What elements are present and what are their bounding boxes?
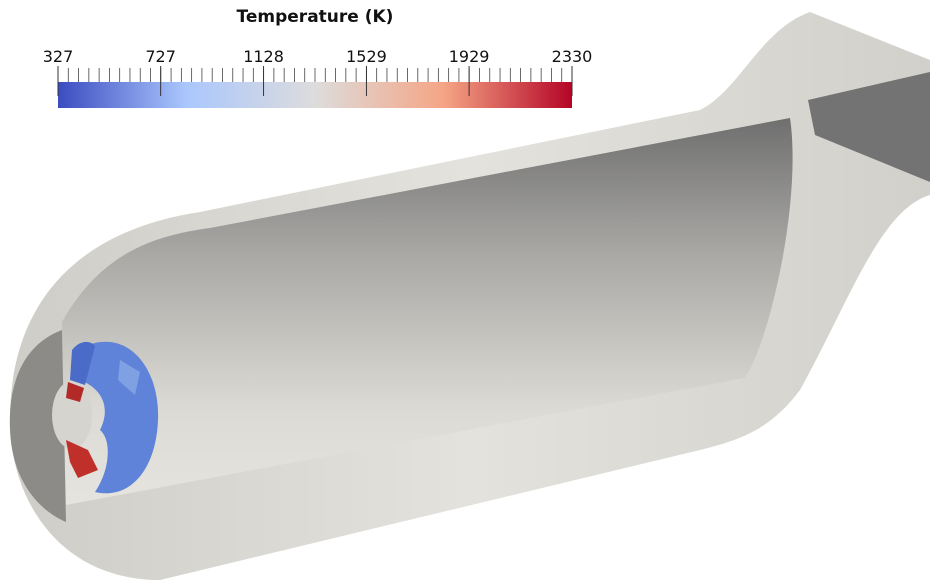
tick-label: 327 bbox=[43, 47, 74, 66]
colorbar-bar bbox=[58, 82, 572, 108]
colorbar: Temperature (K) 327 727 1128 1529 1929 2330 bbox=[43, 7, 593, 108]
tick-label: 2330 bbox=[552, 47, 593, 66]
geometry bbox=[9, 12, 930, 580]
injector bbox=[66, 341, 159, 494]
colorbar-title: Temperature (K) bbox=[237, 7, 394, 27]
end-cap bbox=[9, 330, 66, 522]
tick-label: 1529 bbox=[346, 47, 387, 66]
cavity bbox=[62, 118, 793, 505]
tick-label: 1929 bbox=[449, 47, 490, 66]
nozzle-face bbox=[808, 72, 930, 182]
tick-label: 727 bbox=[145, 47, 176, 66]
inlet-hole bbox=[52, 381, 92, 449]
tick-label: 1128 bbox=[243, 47, 284, 66]
